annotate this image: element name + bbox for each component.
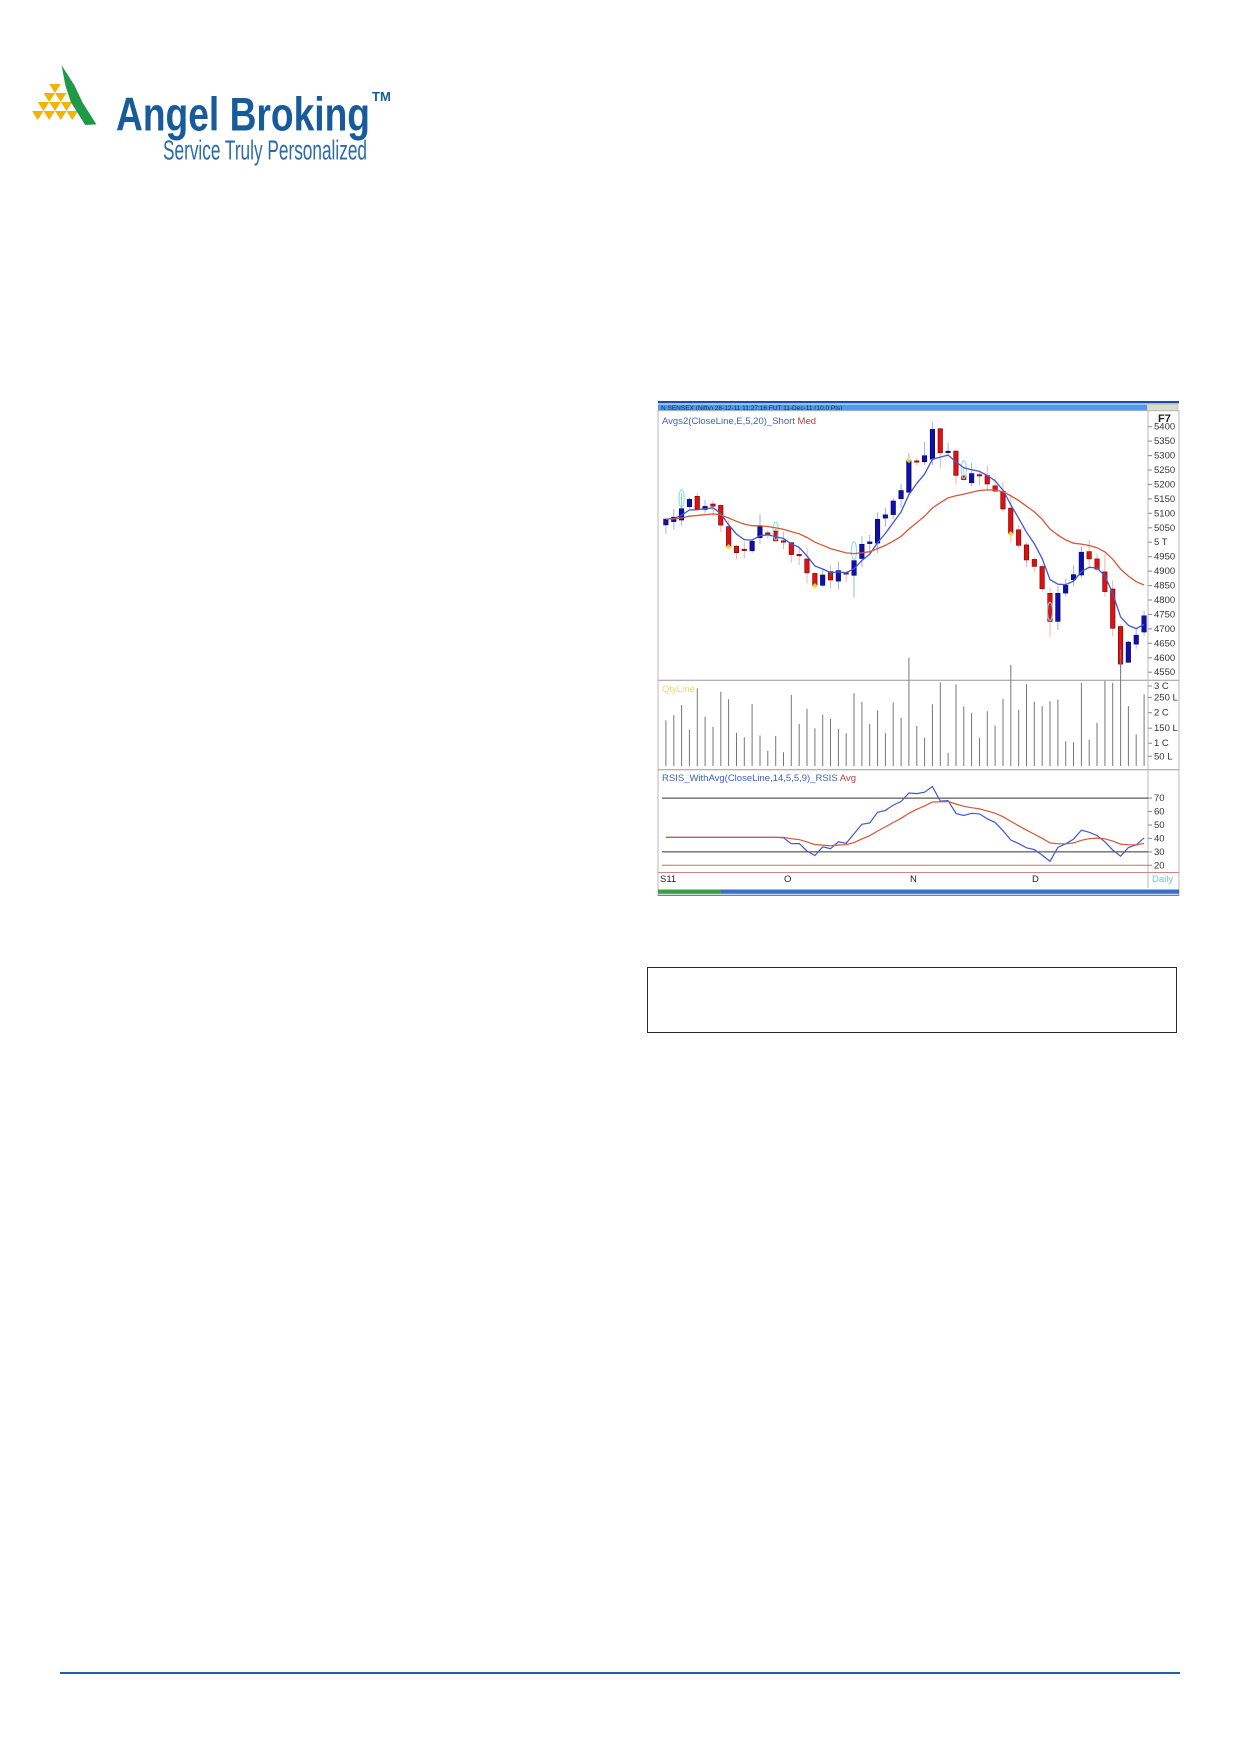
svg-text:5250: 5250 bbox=[1154, 465, 1175, 476]
svg-text:5400: 5400 bbox=[1154, 422, 1175, 433]
svg-text:5100: 5100 bbox=[1154, 508, 1175, 519]
svg-text:4650: 4650 bbox=[1154, 638, 1175, 649]
svg-text:RSIS_WithAvg(CloseLine,14,5,5,: RSIS_WithAvg(CloseLine,14,5,5,9)_RSIS Av… bbox=[662, 773, 856, 784]
svg-text:Avgs2(CloseLine,E,5,20)_Short: Avgs2(CloseLine,E,5,20)_Short Med bbox=[662, 416, 816, 427]
svg-text:O: O bbox=[784, 874, 791, 885]
svg-text:N: N bbox=[910, 874, 917, 885]
svg-text:D: D bbox=[1032, 874, 1039, 885]
svg-text:5350: 5350 bbox=[1154, 436, 1175, 447]
svg-text:50 L: 50 L bbox=[1154, 751, 1173, 762]
svg-text:4800: 4800 bbox=[1154, 595, 1175, 606]
svg-text:60: 60 bbox=[1154, 807, 1165, 818]
svg-text:4750: 4750 bbox=[1154, 609, 1175, 620]
svg-text:150 L: 150 L bbox=[1154, 723, 1178, 734]
svg-text:4950: 4950 bbox=[1154, 552, 1175, 563]
svg-text:5200: 5200 bbox=[1154, 479, 1175, 490]
svg-text:1 C: 1 C bbox=[1154, 738, 1169, 749]
svg-text:4550: 4550 bbox=[1154, 667, 1175, 678]
svg-text:S11: S11 bbox=[660, 874, 676, 885]
svg-text:5 T: 5 T bbox=[1154, 537, 1168, 548]
svg-text:3 C: 3 C bbox=[1154, 681, 1169, 692]
svg-text:QtyLine: QtyLine bbox=[662, 684, 695, 695]
svg-text:4600: 4600 bbox=[1154, 653, 1175, 664]
svg-text:70: 70 bbox=[1154, 793, 1165, 804]
svg-text:40: 40 bbox=[1154, 833, 1165, 844]
svg-text:4850: 4850 bbox=[1154, 581, 1175, 592]
svg-text:5050: 5050 bbox=[1154, 523, 1175, 534]
svg-text:5300: 5300 bbox=[1154, 451, 1175, 462]
svg-text:Daily: Daily bbox=[1152, 874, 1173, 885]
svg-text:4700: 4700 bbox=[1154, 624, 1175, 635]
svg-text:30: 30 bbox=[1154, 847, 1165, 858]
svg-text:50: 50 bbox=[1154, 820, 1165, 831]
svg-text:20: 20 bbox=[1154, 860, 1165, 871]
svg-text:5150: 5150 bbox=[1154, 494, 1175, 505]
svg-text:4900: 4900 bbox=[1154, 566, 1175, 577]
svg-text:250 L: 250 L bbox=[1154, 692, 1178, 703]
svg-text:2 C: 2 C bbox=[1154, 708, 1169, 719]
